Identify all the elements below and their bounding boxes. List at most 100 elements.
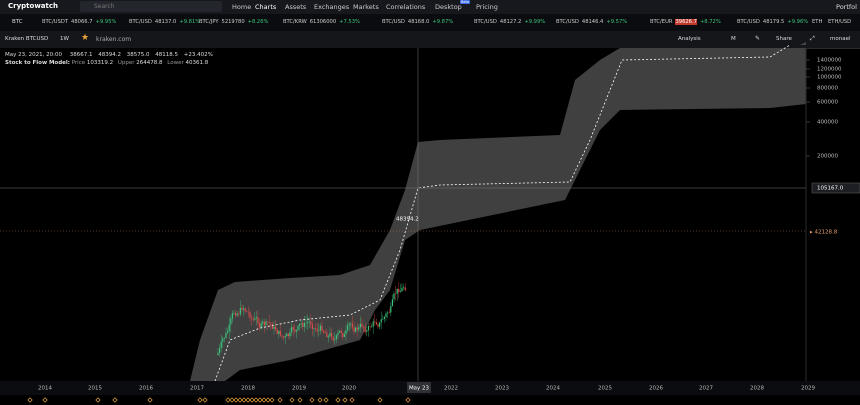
ticker-item[interactable]: BTC/USD 48168.0 +9.87% bbox=[382, 19, 453, 25]
y-tick-label: 200000 bbox=[817, 154, 838, 160]
draw-button[interactable]: ✎ bbox=[755, 35, 761, 42]
timeline-event[interactable] bbox=[377, 397, 383, 403]
timeline-event[interactable] bbox=[297, 397, 303, 403]
brand[interactable]: Cryptowatch bbox=[8, 2, 58, 10]
candle-body bbox=[358, 327, 360, 330]
exchange-link[interactable]: kraken.com bbox=[96, 36, 132, 43]
timeline-event[interactable] bbox=[257, 397, 263, 403]
ticker-pair: BTC/USD bbox=[737, 19, 760, 25]
candle-body bbox=[238, 313, 240, 315]
candle-body bbox=[343, 334, 345, 337]
timeline-event[interactable] bbox=[289, 397, 295, 403]
ticker-item[interactable]: BTC/EUR 39626.7 +8.72% bbox=[650, 19, 721, 25]
timeline-event[interactable] bbox=[317, 397, 323, 403]
timeline-event[interactable] bbox=[335, 397, 341, 403]
model-upper: 264478.8 bbox=[136, 60, 163, 66]
timeline-event[interactable] bbox=[277, 397, 283, 403]
candle-body bbox=[393, 293, 395, 300]
nav-link[interactable]: Exchanges bbox=[314, 3, 350, 11]
timeline-event[interactable] bbox=[265, 397, 271, 403]
candle-body bbox=[361, 323, 363, 327]
mode-button[interactable]: M bbox=[731, 36, 736, 42]
candle-body bbox=[295, 330, 297, 332]
share-button[interactable]: Share bbox=[776, 36, 792, 42]
ticker-pair: BTC/USD bbox=[474, 19, 497, 25]
ticker-item[interactable]: BTC/USD 48179.5 +9.96% bbox=[737, 19, 808, 25]
ticker-change: +7.53% bbox=[339, 19, 360, 25]
candle-body bbox=[326, 332, 328, 338]
candle-body bbox=[284, 336, 286, 338]
y-tick-label: 1000000 bbox=[817, 75, 842, 81]
timeline-event[interactable] bbox=[225, 397, 231, 403]
candle-body bbox=[359, 323, 361, 328]
timeline-event[interactable] bbox=[323, 397, 329, 403]
market-select[interactable]: Kraken BTCUSD bbox=[5, 36, 49, 42]
nav-link[interactable]: Desktop bbox=[435, 3, 462, 11]
candle-body bbox=[270, 322, 272, 324]
timeline-event[interactable] bbox=[241, 397, 247, 403]
ticker-pair: BTC/EUR bbox=[650, 19, 673, 25]
search-box[interactable]: Search bbox=[80, 1, 222, 12]
ticker-price: 48146.4 bbox=[581, 19, 604, 25]
last-price: ▸ 42128.8 bbox=[810, 230, 838, 236]
timeline-event[interactable] bbox=[237, 397, 243, 403]
timeline-event[interactable] bbox=[229, 397, 235, 403]
candle-body bbox=[382, 318, 384, 320]
candle-body bbox=[259, 323, 261, 327]
candle-body bbox=[375, 322, 377, 325]
period-select[interactable]: 1W bbox=[60, 36, 69, 42]
ticker-change: +8.72% bbox=[699, 19, 721, 25]
timeline-event[interactable] bbox=[249, 397, 255, 403]
ticker-item[interactable]: BTC/JPY 5219780 +8.26% bbox=[199, 19, 268, 25]
candle-body bbox=[291, 327, 293, 333]
ticker-tail: ETH bbox=[812, 19, 823, 25]
ticker-price: 48168.0 bbox=[407, 19, 430, 25]
candles bbox=[217, 282, 406, 357]
candle-body bbox=[329, 333, 331, 336]
nav-link[interactable]: Assets bbox=[285, 3, 307, 11]
timeline-event[interactable] bbox=[197, 397, 203, 403]
ticker-item[interactable]: BTC/KRW 61306000 +7.53% bbox=[283, 19, 360, 25]
candle-body bbox=[316, 328, 318, 332]
portfolio-link[interactable]: Portfol bbox=[836, 3, 857, 11]
analysis-button[interactable]: Analysis bbox=[678, 36, 701, 42]
timeline-event[interactable] bbox=[349, 397, 355, 403]
ticker-item[interactable]: BTC/USD 48146.4 +9.57% bbox=[556, 19, 627, 25]
timeline-event[interactable] bbox=[112, 397, 118, 403]
ticker-pair: BTC/USD bbox=[129, 19, 152, 25]
ticker-pair: BTC/USD bbox=[382, 19, 405, 25]
nav-link[interactable]: Correlations bbox=[386, 3, 426, 11]
timeline-event[interactable] bbox=[147, 397, 153, 403]
timeline-event[interactable] bbox=[42, 397, 48, 403]
timeline-event[interactable] bbox=[261, 397, 267, 403]
timeline-event[interactable] bbox=[27, 397, 33, 403]
timeline-event[interactable] bbox=[245, 397, 251, 403]
candle-body bbox=[297, 325, 299, 331]
candle-body bbox=[342, 333, 344, 337]
candle-body bbox=[255, 317, 257, 319]
timeline-event[interactable] bbox=[253, 397, 259, 403]
ticker-item[interactable]: BTC/USDT 48066.7 +9.95% bbox=[42, 19, 116, 25]
timeline-event[interactable] bbox=[405, 397, 411, 403]
candle-body bbox=[265, 321, 267, 326]
nav-link[interactable]: Charts bbox=[255, 3, 277, 11]
timeline-event[interactable] bbox=[342, 397, 348, 403]
timeline-strip bbox=[0, 395, 860, 405]
ticker-pair: BTC/USD bbox=[556, 19, 579, 25]
legend-line-2: Stock to Flow Model: Price 103319.2 Uppe… bbox=[5, 60, 208, 66]
candle-body bbox=[388, 312, 390, 314]
ticker-item[interactable]: BTC/USD 48137.0 +9.81% bbox=[129, 19, 200, 25]
nav-link[interactable]: Pricing bbox=[476, 3, 498, 11]
timeline-event[interactable] bbox=[95, 397, 101, 403]
timeline-event[interactable] bbox=[269, 397, 275, 403]
expand-button[interactable]: ⤢ bbox=[810, 35, 815, 42]
ticker-item[interactable]: BTC/USD 48127.2 +9.99% bbox=[474, 19, 545, 25]
x-tick-label: 2028 bbox=[750, 386, 764, 392]
timeline-event[interactable] bbox=[309, 397, 315, 403]
timeline-event[interactable] bbox=[202, 397, 208, 403]
nav-link[interactable]: Markets bbox=[353, 3, 379, 11]
candle-body bbox=[271, 323, 273, 329]
favorite-star[interactable]: ★ bbox=[81, 33, 90, 43]
timeline-event[interactable] bbox=[233, 397, 239, 403]
nav-link[interactable]: Home bbox=[232, 3, 252, 11]
